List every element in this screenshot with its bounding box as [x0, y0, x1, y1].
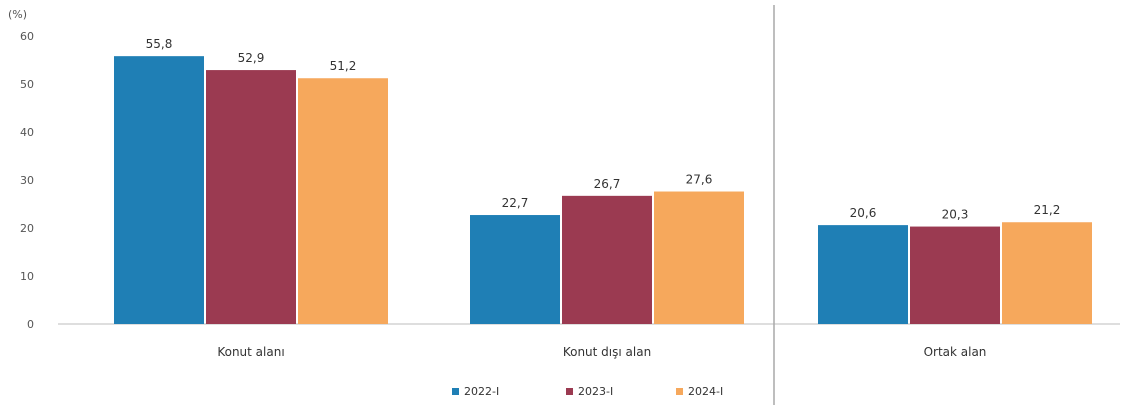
legend-swatch [452, 388, 459, 395]
category-label: Konut alanı [217, 345, 284, 359]
bar [206, 70, 296, 324]
data-label: 55,8 [146, 37, 173, 51]
data-label: 52,9 [238, 51, 265, 65]
legend-label: 2024-I [688, 385, 723, 398]
data-label: 22,7 [502, 196, 529, 210]
category-label: Konut dışı alan [563, 345, 651, 359]
y-tick-label: 60 [20, 30, 34, 43]
bar [654, 191, 744, 324]
bar [114, 56, 204, 324]
data-label: 27,6 [686, 173, 713, 187]
data-label: 20,3 [942, 208, 969, 222]
category-label: Ortak alan [924, 345, 987, 359]
data-label: 51,2 [330, 59, 357, 73]
y-tick-label: 30 [20, 174, 34, 187]
bar [470, 215, 560, 324]
data-label: 20,6 [850, 206, 877, 220]
legend-swatch [566, 388, 573, 395]
y-tick-label: 0 [27, 318, 34, 331]
data-label: 21,2 [1034, 203, 1061, 217]
y-axis-unit-label: (%) [8, 8, 27, 21]
data-label-group: 55,8 22,7 20,6 52,9 26,7 20,3 51,2 27,6 21,2 [146, 37, 1061, 221]
y-tick-label: 50 [20, 78, 34, 91]
legend: 2022-I 2023-I 2024-I [452, 385, 723, 398]
legend-label: 2023-I [578, 385, 613, 398]
bar-series-group [114, 56, 1092, 325]
bar [1002, 222, 1092, 324]
y-axis-ticks: 0 10 20 30 40 50 60 [20, 30, 34, 331]
y-tick-label: 10 [20, 270, 34, 283]
y-tick-label: 40 [20, 126, 34, 139]
bar [910, 226, 1000, 324]
bar [562, 195, 652, 324]
data-label: 26,7 [594, 177, 621, 191]
legend-label: 2022-I [464, 385, 499, 398]
bar [298, 78, 388, 325]
bar [818, 225, 908, 324]
legend-swatch [676, 388, 683, 395]
y-tick-label: 20 [20, 222, 34, 235]
category-label-group: Konut alanı Konut dışı alan Ortak alan [217, 345, 986, 359]
